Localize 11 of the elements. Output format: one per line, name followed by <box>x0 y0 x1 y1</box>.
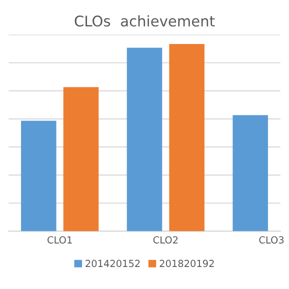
legend-label: 201820192 <box>160 260 214 268</box>
legend-label: 201420152 <box>86 260 140 268</box>
chart-title: CLOs achievement <box>74 15 215 27</box>
x-tick-label: CLO2 <box>153 236 178 244</box>
bar <box>63 87 99 232</box>
bar <box>126 48 162 232</box>
bar <box>21 120 56 232</box>
bar <box>232 115 268 232</box>
x-tick-label: CLO3 <box>259 236 284 244</box>
x-tick-label: CLO1 <box>48 236 72 244</box>
bar <box>169 44 204 232</box>
